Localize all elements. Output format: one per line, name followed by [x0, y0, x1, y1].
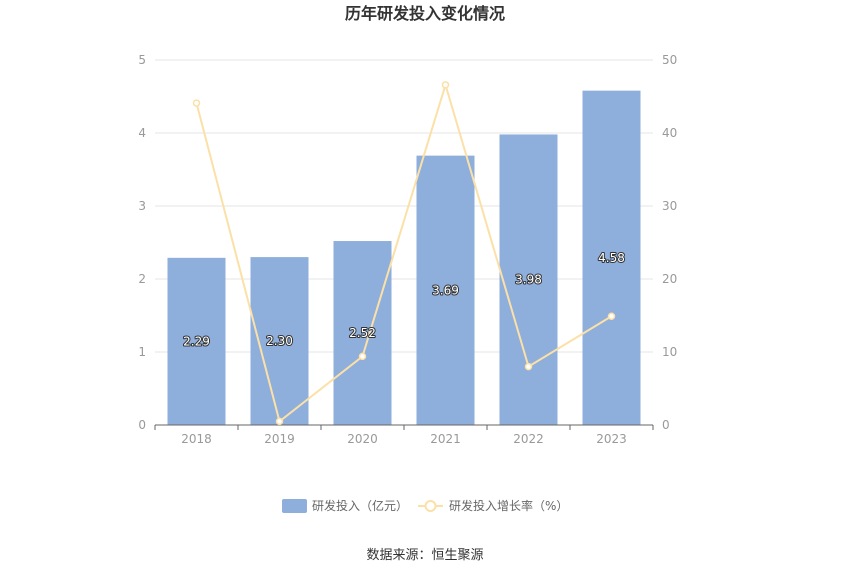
legend-line-label: 研发投入增长率（%） [449, 498, 568, 513]
source-note: 数据来源：恒生聚源 [366, 548, 483, 563]
bar-value-label: 2.30 [266, 334, 293, 348]
x-tick-label: 2019 [264, 432, 295, 446]
y-right-tick-label: 20 [662, 272, 677, 286]
bar [250, 257, 309, 425]
x-tick-label: 2020 [347, 432, 378, 446]
bar-value-label: 2.29 [183, 334, 210, 348]
bar [582, 90, 641, 425]
chart-title: 历年研发投入变化情况 [345, 4, 505, 23]
bar [167, 257, 226, 425]
x-tick-label: 2022 [513, 432, 544, 446]
legend-bar-label: 研发投入（亿元） [312, 498, 408, 513]
x-tick-label: 2023 [596, 432, 627, 446]
line-point [524, 362, 533, 371]
legend-line-marker [424, 500, 437, 512]
bar-value-label: 3.69 [432, 283, 459, 297]
y-left-tick-label: 0 [138, 418, 146, 432]
bar-value-label: 3.98 [515, 273, 542, 287]
bar [416, 155, 475, 425]
y-right-tick-label: 10 [662, 345, 677, 359]
x-axis: 2018 2019 2020 2021 2022 2023 [154, 424, 654, 446]
y-left-tick-label: 2 [138, 272, 146, 286]
bar [333, 241, 392, 425]
y-right-tick-label: 50 [662, 53, 677, 67]
y-left-tick-label: 1 [138, 345, 146, 359]
bar [499, 134, 558, 425]
line-point [192, 99, 201, 107]
grid-lines [155, 59, 653, 353]
legend: 研发投入（亿元） 研发投入增长率（%） [282, 498, 568, 513]
y-axis-left: 0 1 2 3 4 5 [138, 53, 146, 432]
line-point [275, 417, 284, 426]
y-right-tick-label: 0 [662, 418, 670, 432]
x-tick-label: 2021 [430, 432, 461, 446]
line-series [192, 81, 616, 426]
y-right-tick-label: 30 [662, 199, 677, 213]
growth-line [195, 81, 613, 424]
y-left-tick-label: 4 [138, 126, 146, 140]
bar-series [167, 90, 641, 425]
legend-bar-swatch [282, 499, 307, 513]
y-left-tick-label: 5 [138, 53, 146, 67]
y-right-tick-label: 40 [662, 126, 677, 140]
line-point [441, 81, 450, 89]
line-point [607, 312, 616, 320]
line-point [358, 352, 367, 361]
x-tick-label: 2018 [181, 432, 212, 446]
bar-value-label: 4.58 [598, 251, 625, 265]
bar-value-label: 2.52 [349, 326, 376, 340]
y-left-tick-label: 3 [138, 199, 146, 213]
bar-data-labels: 2.29 2.30 2.52 3.69 3.98 4.58 [182, 250, 626, 350]
y-axis-right: 0 10 20 30 40 50 [662, 53, 677, 432]
